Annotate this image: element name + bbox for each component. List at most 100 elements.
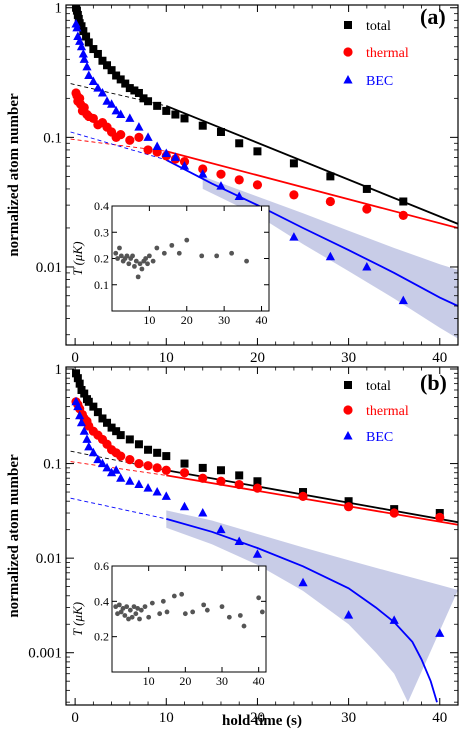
data-point	[121, 79, 130, 88]
inset-frame	[111, 565, 267, 673]
y-tick-label: 0.001	[28, 646, 62, 662]
data-point	[116, 451, 126, 461]
fit-line-total	[166, 469, 458, 524]
inset-data-point	[176, 250, 182, 256]
data-point	[152, 141, 162, 151]
inset-x-tick-label: 20	[181, 313, 193, 327]
data-point	[253, 147, 262, 156]
series-bec	[71, 18, 408, 305]
data-point	[144, 445, 153, 454]
data-point	[139, 94, 148, 103]
data-point	[84, 70, 94, 80]
data-point	[179, 501, 190, 511]
dashed-extrapolation-0	[70, 450, 167, 471]
data-point	[134, 440, 143, 449]
data-point	[198, 508, 208, 517]
inset-data-point	[135, 606, 141, 611]
inset-y-tick-label: 0.2	[94, 252, 109, 266]
data-point	[106, 99, 117, 108]
legend-marker-total	[344, 381, 352, 389]
data-point	[93, 408, 102, 417]
series-total	[72, 5, 408, 206]
y-tick-label: 0.01	[36, 551, 62, 567]
data-point	[107, 66, 116, 75]
data-point	[198, 463, 207, 472]
data-point	[216, 466, 225, 475]
data-point	[289, 159, 298, 168]
data-point	[78, 48, 88, 58]
data-point	[298, 577, 308, 587]
x-tick-label: 10	[159, 350, 174, 366]
data-point	[116, 75, 125, 84]
data-point	[161, 465, 171, 475]
data-point	[252, 549, 263, 558]
data-point	[93, 454, 103, 464]
inset-data-point	[124, 604, 130, 610]
panel-b: 0 10 20 30 40 1 0.1 0.01 0.001 normalized atom nu…	[6, 362, 459, 729]
x-tick-label: 40	[432, 710, 447, 726]
data-point	[161, 148, 171, 158]
data-point	[398, 295, 408, 305]
inset-data-point	[190, 609, 196, 615]
inset-x-tick-label: 40	[253, 674, 265, 688]
data-point	[170, 152, 180, 161]
inset-data-point	[118, 253, 124, 259]
inset-data-point	[126, 616, 131, 622]
data-point	[75, 410, 85, 420]
data-point	[362, 204, 372, 214]
inset-data-point	[169, 242, 175, 248]
legend-label-thermal: thermal	[366, 404, 409, 419]
x-tick-label: 20	[250, 350, 265, 366]
inset-data-point	[118, 609, 124, 615]
inset-data-point	[122, 613, 128, 618]
confidence-band	[166, 510, 458, 703]
inset-data-point	[214, 253, 220, 259]
data-point	[79, 27, 88, 36]
inset-temperature: 10 20 30 40 0.1 0.2 0.3 0.4 T (μK)	[70, 199, 270, 327]
x-tick-label: 10	[159, 710, 174, 726]
data-point	[289, 232, 299, 241]
legend-label-bec: BEC	[366, 430, 393, 445]
inset-y-tick-label: 0.6	[94, 559, 109, 573]
data-point	[234, 191, 244, 200]
data-point	[82, 32, 91, 41]
data-point	[143, 483, 153, 492]
inset-data-point	[139, 266, 145, 272]
data-point	[198, 169, 208, 178]
inset-data-point	[126, 261, 132, 267]
inset-data-point	[113, 250, 119, 256]
data-point	[103, 61, 112, 70]
data-point	[76, 41, 87, 51]
y-tick-label: 1	[55, 1, 63, 17]
inset-data-point	[115, 611, 120, 617]
data-point	[103, 418, 112, 427]
inset-data-point	[182, 611, 188, 617]
inset-y-tick-label: 0.2	[94, 630, 109, 644]
inset-data-point	[137, 261, 143, 267]
data-point	[88, 447, 98, 457]
inset-data-point	[161, 250, 167, 256]
inset-data-point	[124, 253, 130, 259]
fit-line-thermal	[166, 474, 458, 526]
data-point	[79, 54, 89, 63]
data-point	[130, 86, 139, 95]
panel-label: (b)	[420, 370, 447, 395]
data-point	[162, 452, 171, 461]
inset-data-point	[137, 616, 142, 622]
data-point	[171, 110, 180, 119]
data-point	[162, 106, 171, 115]
inset-data-point	[143, 256, 149, 261]
inset-y-axis-label: T (μK)	[70, 241, 85, 275]
data-point	[234, 175, 244, 185]
data-point	[116, 130, 126, 140]
inset-data-point	[146, 253, 152, 259]
data-point	[252, 180, 263, 190]
inset-x-tick-label: 40	[256, 313, 268, 327]
inset-data-point	[241, 623, 247, 629]
dashed-extrapolation-0	[70, 83, 167, 107]
data-point	[326, 172, 335, 181]
legend-marker-total	[344, 21, 352, 29]
data-point	[344, 497, 353, 506]
legend: total thermal BEC	[343, 19, 409, 89]
